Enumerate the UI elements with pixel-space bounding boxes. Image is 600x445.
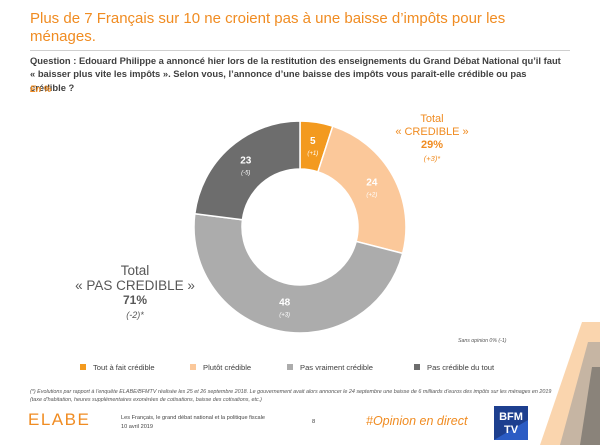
bfmtv-logo: BFM TV bbox=[494, 406, 528, 440]
bfmtv-logo-accent bbox=[494, 420, 528, 440]
slice-value-label: 5 bbox=[310, 136, 316, 147]
legend-item-pas-vraiment: Pas vraiment crédible bbox=[287, 359, 414, 375]
total-pas-credible-value: 71% bbox=[122, 293, 148, 307]
decor-dark-shape bbox=[580, 367, 600, 445]
total-pas-credible: Total « PAS CREDIBLE » 71% (-2)* bbox=[55, 263, 215, 323]
slice-value-label: 48 bbox=[279, 298, 291, 309]
legend-item-pas-du-tout: Pas crédible du tout bbox=[414, 359, 494, 375]
slice-delta-label: (+3) bbox=[279, 313, 290, 319]
slice-delta-label: (-5) bbox=[241, 170, 250, 176]
corner-decoration bbox=[540, 322, 600, 445]
legend-swatch bbox=[414, 364, 420, 370]
legend-label: Plutôt crédible bbox=[203, 362, 252, 372]
page-number: 8 bbox=[312, 419, 316, 425]
total-credible-line1: Total bbox=[420, 113, 444, 125]
total-pas-credible-line1: Total bbox=[120, 263, 150, 278]
total-credible-value: 29% bbox=[420, 139, 444, 151]
legend-item-plutot: Plutôt crédible bbox=[190, 359, 287, 375]
slice-delta-label: (+1) bbox=[307, 151, 318, 157]
bfmtv-logo-bfm: BFM bbox=[499, 411, 523, 423]
donut-slice-1 bbox=[316, 125, 407, 255]
study-info: Les Français, le grand débat national et… bbox=[121, 414, 265, 431]
chart-legend: Tout à fait crédible Plutôt crédible Pas… bbox=[80, 359, 560, 375]
total-pas-credible-line2: « PAS CREDIBLE » bbox=[75, 278, 195, 293]
study-title: Les Français, le grand débat national et… bbox=[121, 415, 265, 421]
legend-label: Pas vraiment crédible bbox=[300, 362, 374, 372]
no-opinion-note: Sans opinion 0% (-1) bbox=[458, 338, 507, 344]
total-credible-delta: (+3)* bbox=[423, 154, 441, 163]
bfmtv-logo-tv: TV bbox=[504, 424, 519, 436]
legend-swatch bbox=[80, 364, 86, 370]
donut-slice-3 bbox=[193, 120, 301, 221]
legend-swatch bbox=[190, 364, 196, 370]
legend-swatch bbox=[287, 364, 293, 370]
donut-slice-2 bbox=[193, 212, 404, 334]
page-title: Plus de 7 Français sur 10 ne croient pas… bbox=[30, 10, 506, 45]
unit-label: En % bbox=[30, 84, 52, 94]
slice-value-label: 24 bbox=[366, 177, 378, 188]
legend-label: Pas crédible du tout bbox=[427, 362, 495, 372]
title-divider bbox=[30, 50, 570, 51]
hashtag: #Opinion en direct bbox=[366, 414, 468, 428]
total-credible-line2: « CREDIBLE » bbox=[395, 126, 469, 138]
study-date: 10 avril 2019 bbox=[121, 423, 154, 430]
survey-question: Question : Edouard Philippe a annoncé hi… bbox=[30, 55, 561, 93]
total-credible: Total « CREDIBLE » 29% (+3)* bbox=[382, 113, 482, 165]
slice-delta-label: (+2) bbox=[366, 192, 377, 198]
elabe-logo: ELABE bbox=[28, 410, 91, 429]
legend-label: Tout à fait crédible bbox=[93, 362, 155, 372]
legend-item-tout-a-fait: Tout à fait crédible bbox=[80, 359, 190, 375]
footnote: (*) Evolutions par rapport à l’enquête E… bbox=[30, 389, 552, 403]
total-pas-credible-delta: (-2)* bbox=[126, 310, 144, 320]
slice-value-label: 23 bbox=[240, 155, 252, 166]
